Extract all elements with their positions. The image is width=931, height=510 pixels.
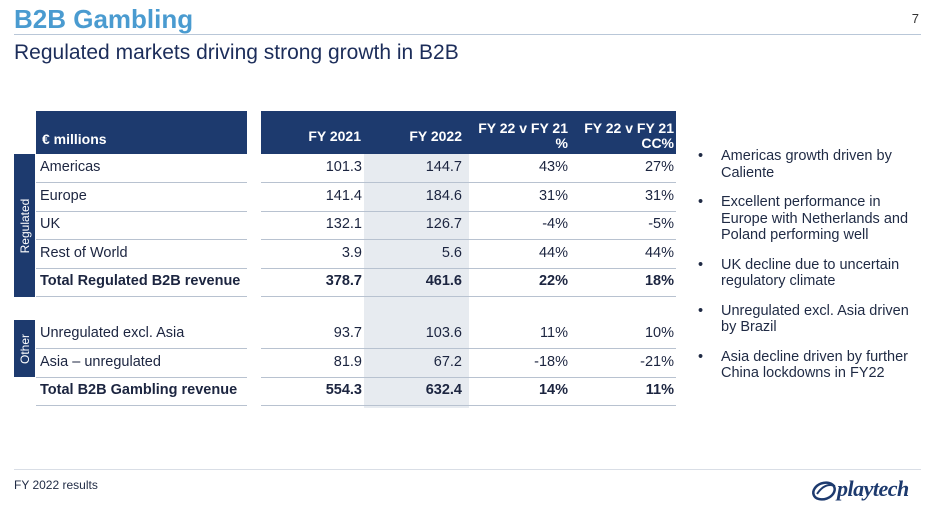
row-divider xyxy=(36,405,247,406)
bullet-item: • UK decline due to uncertain regulatory … xyxy=(698,257,924,290)
row-divider xyxy=(36,239,247,240)
row-label: Unregulated excl. Asia xyxy=(40,325,185,341)
cell-change-cc: 18% xyxy=(644,273,674,289)
cell-fy2022: 126.7 xyxy=(425,216,462,232)
cell-change-cc: -21% xyxy=(640,354,674,370)
row-label: Total B2B Gambling revenue xyxy=(40,382,238,398)
title-divider xyxy=(14,34,921,35)
footer-text: FY 2022 results xyxy=(14,478,98,492)
bullet-item: • Unregulated excl. Asia driven by Brazil xyxy=(698,303,924,336)
group-label-other: Other xyxy=(14,320,35,377)
row-divider xyxy=(261,211,676,212)
bullet-icon: • xyxy=(698,194,704,210)
commentary-bullets: • Americas growth driven by Caliente • Exce… xyxy=(698,148,924,395)
page-number: 7 xyxy=(911,11,919,26)
row-divider xyxy=(36,377,247,378)
row-divider xyxy=(36,348,247,349)
cell-fy2022: 67.2 xyxy=(433,354,462,370)
bullet-text: Asia decline driven by further China loc… xyxy=(721,348,908,382)
column-header-fy2021: FY 2021 xyxy=(308,128,361,144)
cell-change-pct: -18% xyxy=(534,354,568,370)
row-divider xyxy=(261,182,676,183)
table-total-row: Total Regulated B2B revenue 378.7 461.6 22%… xyxy=(36,268,676,297)
table-row: Europe 141.4 184.6 31% 31% xyxy=(36,183,676,212)
row-divider xyxy=(261,239,676,240)
table-row: Unregulated excl. Asia 93.7 103.6 11% 10% xyxy=(36,320,676,349)
table-row: Americas 101.3 144.7 43% 27% xyxy=(36,154,676,183)
cell-fy2022: 184.6 xyxy=(425,188,462,204)
cell-fy2022: 5.6 xyxy=(441,245,462,261)
row-divider xyxy=(261,377,676,378)
cell-change-cc: 27% xyxy=(644,159,674,175)
row-label: Americas xyxy=(40,159,101,175)
playtech-logo: playtech xyxy=(811,476,921,506)
row-divider xyxy=(36,211,247,212)
row-label: Total Regulated B2B revenue xyxy=(40,273,241,289)
bullet-text: UK decline due to uncertain regulatory c… xyxy=(721,256,900,290)
cell-change-pct: 22% xyxy=(538,273,568,289)
cell-change-pct: 43% xyxy=(538,159,568,175)
cell-fy2021: 101.3 xyxy=(325,159,362,175)
row-label: UK xyxy=(40,216,61,232)
cell-change-pct: 31% xyxy=(538,188,568,204)
row-label: Asia – unregulated xyxy=(40,354,161,370)
bullet-icon: • xyxy=(698,348,704,365)
cell-fy2021: 3.9 xyxy=(341,245,362,261)
row-divider xyxy=(261,296,676,297)
table-row: Asia – unregulated 81.9 67.2 -18% -21% xyxy=(36,349,676,378)
table-row: UK 132.1 126.7 -4% -5% xyxy=(36,211,676,240)
row-label: Rest of World xyxy=(40,245,128,261)
row-label: Europe xyxy=(40,188,87,204)
cell-fy2022: 103.6 xyxy=(425,325,462,341)
group-label-regulated: Regulated xyxy=(14,154,35,297)
row-divider xyxy=(36,296,247,297)
logo-wordmark: playtech xyxy=(837,476,909,501)
bullet-item: • Americas growth driven by Caliente xyxy=(698,148,924,181)
cell-change-pct: 11% xyxy=(540,325,568,341)
cell-fy2022: 461.6 xyxy=(425,273,462,289)
footer-divider xyxy=(14,469,921,470)
cell-fy2021: 132.1 xyxy=(325,216,362,232)
bullet-text: Americas growth driven by Caliente xyxy=(721,148,892,181)
row-divider xyxy=(261,348,676,349)
cell-fy2022: 632.4 xyxy=(425,382,462,398)
table-row: Rest of World 3.9 5.6 44% 44% xyxy=(36,240,676,269)
table-header-label-cell: € millions xyxy=(36,111,247,154)
bullet-item: • Asia decline driven by further China lo… xyxy=(698,349,924,382)
bullet-text: Unregulated excl. Asia driven by Brazil xyxy=(721,302,909,336)
row-divider xyxy=(36,268,247,269)
column-header-change-pct: FY 22 v FY 21 % xyxy=(478,120,568,151)
page-subtitle: Regulated markets driving strong growth … xyxy=(14,41,459,64)
cell-change-cc: -5% xyxy=(648,216,674,232)
table-header-values: FY 2021 FY 2022 FY 22 v FY 21 % FY 22 v … xyxy=(261,111,676,154)
page-title: B2B Gambling xyxy=(14,4,194,34)
cell-change-cc: 10% xyxy=(644,325,674,341)
bullet-item: • Excellent performance in Europe with Ne… xyxy=(698,194,924,244)
cell-change-pct: 44% xyxy=(538,245,568,261)
cell-change-pct: -4% xyxy=(542,216,568,232)
cell-change-cc: 44% xyxy=(644,245,674,261)
table-header-label: € millions xyxy=(42,131,107,147)
bullet-icon: • xyxy=(698,148,704,164)
cell-change-pct: 14% xyxy=(538,382,568,398)
cell-fy2021: 378.7 xyxy=(325,273,362,289)
fy2022-column-highlight xyxy=(364,154,469,408)
cell-fy2022: 144.7 xyxy=(425,159,462,175)
row-divider xyxy=(261,405,676,406)
cell-fy2021: 81.9 xyxy=(333,354,362,370)
cell-fy2021: 141.4 xyxy=(325,188,362,204)
bullet-text: Excellent performance in Europe with Net… xyxy=(721,194,909,243)
row-divider xyxy=(36,182,247,183)
cell-fy2021: 93.7 xyxy=(333,325,362,341)
table-total-row: Total B2B Gambling revenue 554.3 632.4 14% 1… xyxy=(36,377,676,406)
row-divider xyxy=(261,268,676,269)
bullet-icon: • xyxy=(698,256,704,273)
cell-change-cc: 11% xyxy=(645,382,674,398)
column-header-change-cc: FY 22 v FY 21 CC% xyxy=(584,120,674,151)
cell-change-cc: 31% xyxy=(644,188,674,204)
bullet-icon: • xyxy=(698,302,704,319)
cell-fy2021: 554.3 xyxy=(325,382,362,398)
logo-mark-icon xyxy=(812,481,836,501)
column-header-fy2022: FY 2022 xyxy=(409,128,462,144)
